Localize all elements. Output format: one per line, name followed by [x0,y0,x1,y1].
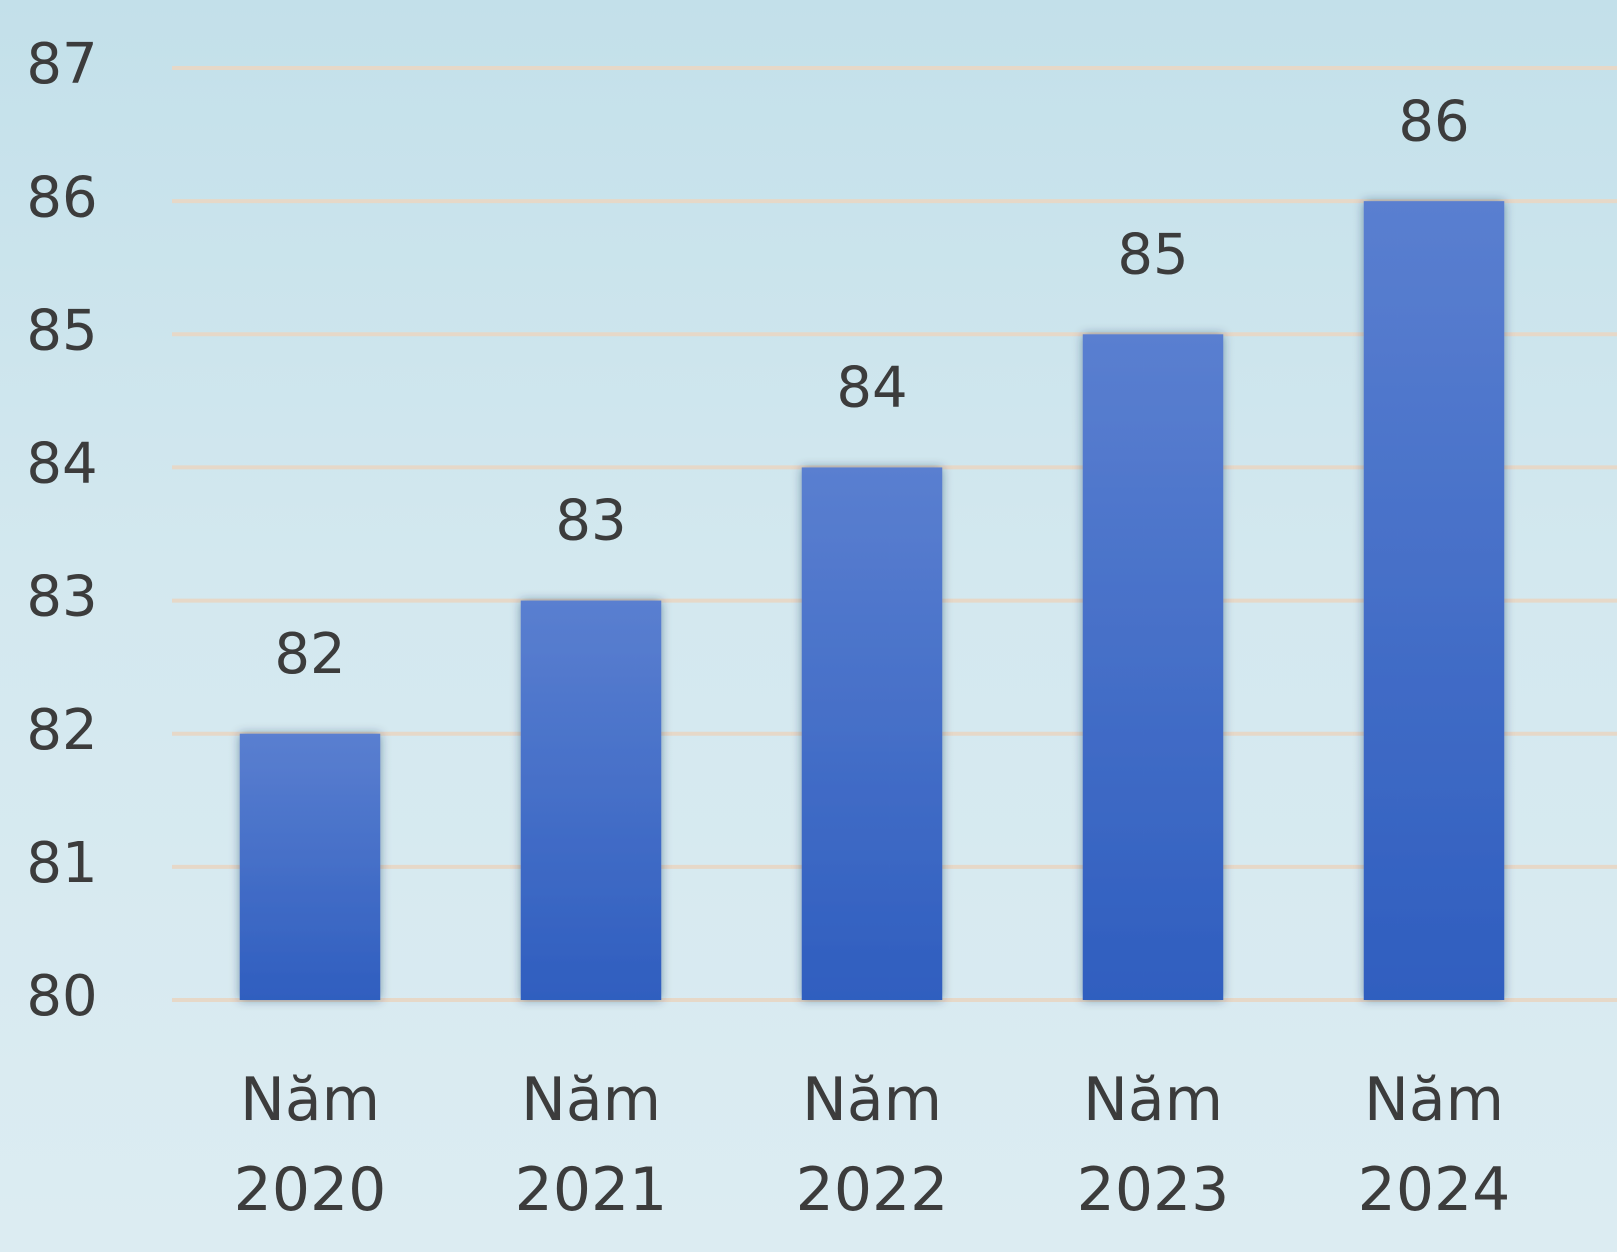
bar [1363,201,1505,1001]
bar [239,733,381,1000]
x-tick-label: Năm 2023 [1076,1065,1230,1225]
y-tick-label: 81 [26,831,97,896]
bar [520,600,662,1000]
x-tick-label: Năm 2020 [233,1065,387,1225]
y-tick-label: 82 [26,698,97,763]
y-tick-label: 87 [26,32,97,97]
y-tick-label: 84 [26,432,97,497]
data-label: 83 [555,489,626,554]
x-tick-label: Năm 2022 [795,1065,949,1225]
data-label: 82 [274,622,345,687]
y-tick-label: 86 [26,165,97,230]
data-label: 85 [1117,222,1188,287]
data-label: 84 [836,356,907,421]
y-tick-label: 85 [26,298,97,363]
x-tick-label: Năm 2021 [514,1065,668,1225]
x-tick-label: Năm 2024 [1357,1065,1511,1225]
data-label: 86 [1398,89,1469,154]
bar [1082,334,1224,1000]
y-tick-label: 80 [26,964,97,1029]
bar [801,467,943,1000]
y-tick-label: 83 [26,565,97,630]
